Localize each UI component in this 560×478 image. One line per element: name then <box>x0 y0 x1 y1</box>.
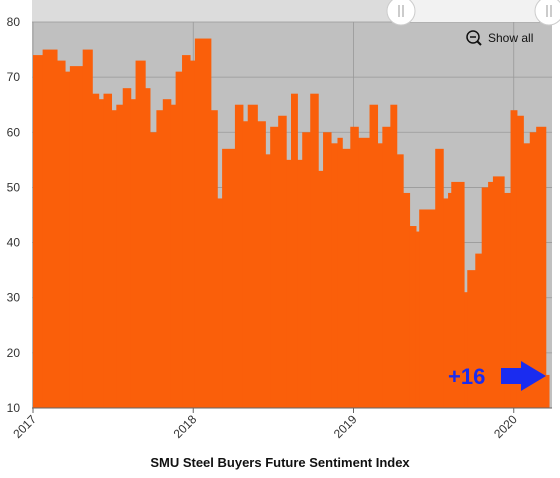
show-all-button[interactable]: Show all <box>466 30 533 46</box>
step-bar <box>331 143 338 409</box>
step-bar <box>481 187 489 408</box>
step-bar <box>92 93 100 408</box>
y-tick-label: 30 <box>7 291 21 305</box>
step-bar <box>529 132 537 409</box>
step-bar <box>451 181 465 408</box>
step-bar <box>337 137 343 409</box>
step-bar <box>369 104 379 408</box>
step-bar <box>475 253 483 408</box>
step-bar <box>194 38 212 409</box>
step-bar <box>278 115 287 408</box>
step-bar <box>382 126 391 409</box>
step-bar <box>342 148 351 409</box>
step-bar <box>82 49 93 408</box>
chart-title: SMU Steel Buyers Future Sentiment Index <box>150 455 410 470</box>
step-bar <box>297 159 303 408</box>
step-bar <box>65 71 71 408</box>
step-bar <box>265 154 271 408</box>
step-bar <box>435 148 444 409</box>
step-bar <box>504 192 512 408</box>
step-bar <box>257 121 266 408</box>
step-bar <box>270 126 279 409</box>
y-tick-label: 20 <box>7 346 21 360</box>
step-bar <box>145 88 151 409</box>
step-bar <box>286 159 292 408</box>
step-bar <box>492 176 505 408</box>
step-bar <box>390 104 398 408</box>
step-bar <box>182 55 191 408</box>
step-bar <box>291 93 298 408</box>
step-bar <box>111 110 117 408</box>
step-bar <box>247 104 258 408</box>
step-bar <box>510 110 518 408</box>
step-bar <box>57 60 66 408</box>
step-bar <box>448 192 452 408</box>
y-tick-label: 50 <box>7 180 21 194</box>
step-bar <box>419 209 436 408</box>
step-bar <box>175 71 183 408</box>
step-bar <box>170 104 177 408</box>
step-bar <box>516 115 524 408</box>
step-bar <box>122 88 132 409</box>
step-bar <box>135 60 146 408</box>
step-bar <box>103 93 113 408</box>
step-bar <box>222 148 236 409</box>
x-tick-label: 2020 <box>491 412 520 441</box>
x-tick-label: 2019 <box>331 412 360 441</box>
navigator-slider[interactable] <box>386 0 560 26</box>
step-bar <box>318 170 324 408</box>
x-tick-label: 2018 <box>171 412 200 441</box>
step-bar <box>358 137 371 409</box>
step-bar <box>396 154 404 408</box>
step-bar <box>536 126 547 409</box>
y-tick-label: 40 <box>7 236 21 250</box>
y-tick-label: 10 <box>7 401 21 415</box>
step-bar <box>302 132 311 409</box>
step-bar <box>415 231 420 408</box>
y-tick-label: 60 <box>7 125 21 139</box>
step-bar <box>234 104 244 408</box>
step-bar <box>403 192 411 408</box>
step-bar <box>116 104 124 408</box>
step-bar <box>409 226 417 408</box>
step-bar <box>377 143 383 409</box>
annotation: +16 <box>448 364 485 389</box>
step-bar <box>217 198 223 408</box>
step-bar <box>69 66 84 408</box>
step-bar <box>130 99 137 408</box>
step-bar <box>190 60 196 408</box>
step-bar <box>464 292 468 408</box>
step-bar <box>323 132 332 409</box>
y-tick-label: 80 <box>7 15 21 29</box>
x-tick-label: 2017 <box>10 412 39 441</box>
step-bar <box>467 270 476 408</box>
step-bar <box>42 49 58 408</box>
step-bar <box>310 93 319 408</box>
y-tick-label: 70 <box>7 70 21 84</box>
step-bar <box>98 99 105 408</box>
show-all-label[interactable]: Show all <box>488 31 533 45</box>
step-bar <box>350 126 359 409</box>
step-bar <box>156 110 164 408</box>
step-bar <box>162 99 172 408</box>
annotation-arrow <box>501 361 546 391</box>
step-bar <box>242 121 249 408</box>
step-bar <box>443 198 449 408</box>
step-bar <box>488 181 494 408</box>
step-bar <box>33 55 44 408</box>
step-bar <box>149 132 157 409</box>
step-bar <box>545 374 550 408</box>
step-bar <box>523 143 531 409</box>
step-bar <box>210 110 218 408</box>
